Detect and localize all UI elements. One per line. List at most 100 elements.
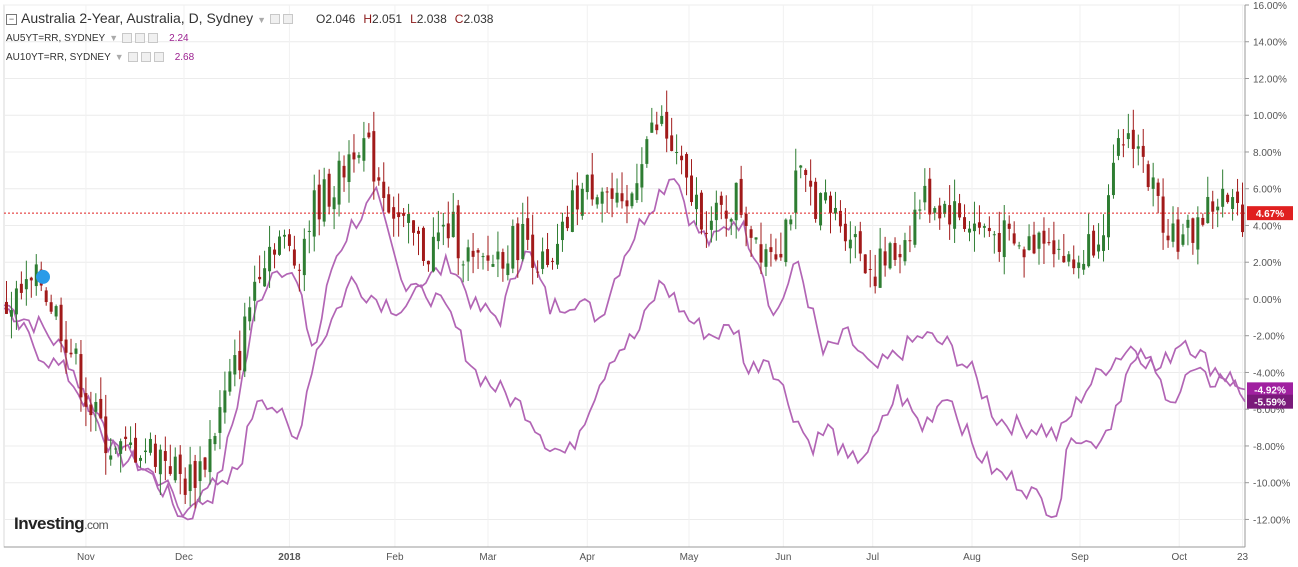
candle-body xyxy=(1241,204,1245,233)
candle-body xyxy=(64,339,68,353)
candle-body xyxy=(1186,219,1190,228)
candle-body xyxy=(412,220,416,233)
candle-body xyxy=(789,219,793,225)
candle-body xyxy=(858,231,862,254)
candle-body xyxy=(139,457,142,461)
candle-body xyxy=(833,207,837,214)
candle-body xyxy=(193,460,197,488)
close-icon[interactable] xyxy=(148,33,159,44)
candle-body xyxy=(218,407,222,433)
candle-body xyxy=(1221,188,1225,207)
candle-body xyxy=(600,191,604,204)
settings-icon[interactable] xyxy=(140,52,151,63)
high-value: 2.051 xyxy=(372,12,403,26)
series2-name: AU10YT=RR, SYDNEY xyxy=(6,52,111,63)
low-value: 2.038 xyxy=(416,12,447,26)
y-tick-label: 10.00% xyxy=(1253,111,1287,122)
x-tick-label: Feb xyxy=(386,552,404,563)
candle-body xyxy=(928,178,932,215)
candle-body xyxy=(431,236,435,272)
candle-body xyxy=(436,232,440,242)
candle-body xyxy=(1236,191,1240,204)
candle-body xyxy=(372,131,376,182)
candle-body xyxy=(843,223,847,242)
candle-body xyxy=(551,260,555,262)
candle-body xyxy=(407,214,411,223)
x-tick-label: Nov xyxy=(77,552,95,563)
candle-body xyxy=(1156,182,1160,196)
candle-body xyxy=(1151,177,1155,189)
candle-body xyxy=(838,210,842,227)
candle-body xyxy=(958,203,962,218)
candle-body xyxy=(729,219,733,222)
candle-body xyxy=(496,251,500,260)
candle-body xyxy=(327,173,331,207)
candle-body xyxy=(570,190,574,232)
candle-body xyxy=(888,243,892,269)
candle-body xyxy=(1017,245,1021,247)
candle-body xyxy=(451,211,455,238)
y-tick-label: 8.00% xyxy=(1253,148,1281,159)
candle-body xyxy=(24,279,28,290)
settings-icon[interactable] xyxy=(135,33,146,44)
candle-body xyxy=(565,216,569,229)
candle-body xyxy=(819,193,823,226)
candle-body xyxy=(273,249,277,255)
candle-body xyxy=(1196,217,1200,250)
candle-body xyxy=(1166,235,1170,241)
chevron-down-icon[interactable]: ▼ xyxy=(114,52,124,62)
candle-body xyxy=(536,271,540,273)
candle-body xyxy=(198,461,202,482)
candle-body xyxy=(694,194,698,210)
candle-body xyxy=(804,170,808,176)
candle-body xyxy=(278,236,281,255)
candle-body xyxy=(1077,262,1081,269)
visibility-icon[interactable] xyxy=(122,33,133,44)
candle-body xyxy=(282,234,286,237)
candle-body xyxy=(178,454,182,474)
candle-body xyxy=(124,436,128,440)
candle-body xyxy=(660,115,664,124)
candle-body xyxy=(417,230,420,234)
candle-body xyxy=(680,155,684,161)
candle-body xyxy=(312,190,316,237)
settings-icon[interactable] xyxy=(270,14,281,25)
candle-body xyxy=(511,226,515,269)
x-tick-label: Mar xyxy=(479,552,497,563)
candle-body xyxy=(685,154,689,178)
candle-body xyxy=(1047,242,1051,244)
candle-body xyxy=(953,201,957,229)
candle-body xyxy=(248,307,252,322)
candle-body xyxy=(1191,218,1195,243)
chevron-down-icon[interactable]: ▼ xyxy=(109,33,119,43)
close-icon[interactable] xyxy=(153,52,164,63)
candle-body xyxy=(799,165,803,168)
candle-body xyxy=(714,202,718,221)
chevron-down-icon[interactable]: ▼ xyxy=(257,15,267,25)
candle-body xyxy=(630,193,634,207)
collapse-icon[interactable]: − xyxy=(6,13,17,25)
y-tick-label: 6.00% xyxy=(1253,185,1281,196)
candle-body xyxy=(521,223,525,260)
close-icon[interactable] xyxy=(283,14,294,25)
candle-body xyxy=(873,276,877,287)
candle-body xyxy=(1211,201,1215,212)
candle-body xyxy=(233,355,237,375)
candle-body xyxy=(268,246,272,272)
candle-body xyxy=(704,232,708,234)
candle-body xyxy=(1027,236,1031,251)
candle-body xyxy=(342,165,346,178)
candle-body xyxy=(213,435,217,445)
candle-body xyxy=(377,177,381,181)
visibility-icon[interactable] xyxy=(127,52,138,63)
y-tick-label: -4.00% xyxy=(1253,368,1285,379)
candle-body xyxy=(992,234,996,236)
candle-body xyxy=(531,234,535,268)
candle-body xyxy=(148,438,152,453)
candle-body xyxy=(1121,144,1125,146)
candle-body xyxy=(228,371,232,392)
y-tick-label: -12.00% xyxy=(1253,515,1290,526)
y-tick-label: 4.00% xyxy=(1253,221,1281,232)
candle-body xyxy=(1146,164,1150,188)
